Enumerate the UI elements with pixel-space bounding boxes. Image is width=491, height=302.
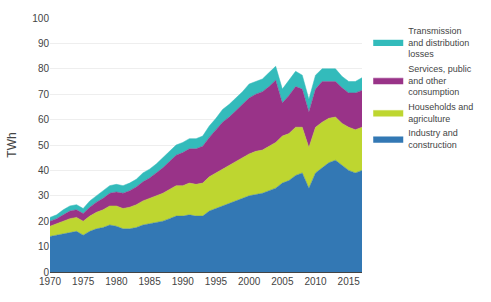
svg-text:80: 80: [38, 63, 50, 74]
svg-text:Transmissionand distributionlo: Transmissionand distributionlosses: [408, 26, 469, 59]
svg-text:Services, publicand otherconsu: Services, publicand otherconsumption: [408, 64, 472, 97]
svg-text:2015: 2015: [338, 276, 361, 287]
svg-text:30: 30: [38, 190, 50, 201]
svg-text:1970: 1970: [39, 276, 62, 287]
svg-text:Households andagriculture: Households andagriculture: [408, 102, 473, 124]
svg-text:60: 60: [38, 114, 50, 125]
svg-text:0: 0: [43, 267, 49, 278]
svg-text:1995: 1995: [205, 276, 228, 287]
svg-text:70: 70: [38, 89, 50, 100]
svg-text:1975: 1975: [72, 276, 95, 287]
svg-text:50: 50: [38, 140, 50, 151]
svg-text:2010: 2010: [304, 276, 327, 287]
svg-text:1990: 1990: [172, 276, 195, 287]
svg-text:1985: 1985: [138, 276, 161, 287]
svg-text:20: 20: [38, 216, 50, 227]
svg-text:90: 90: [38, 38, 50, 49]
svg-text:40: 40: [38, 165, 50, 176]
svg-text:TWh: TWh: [5, 132, 19, 157]
svg-text:2005: 2005: [271, 276, 294, 287]
svg-text:1980: 1980: [105, 276, 128, 287]
svg-text:10: 10: [38, 241, 50, 252]
svg-text:Industry andconstruction: Industry andconstruction: [408, 128, 458, 150]
svg-text:2000: 2000: [238, 276, 261, 287]
svg-text:100: 100: [32, 13, 49, 24]
